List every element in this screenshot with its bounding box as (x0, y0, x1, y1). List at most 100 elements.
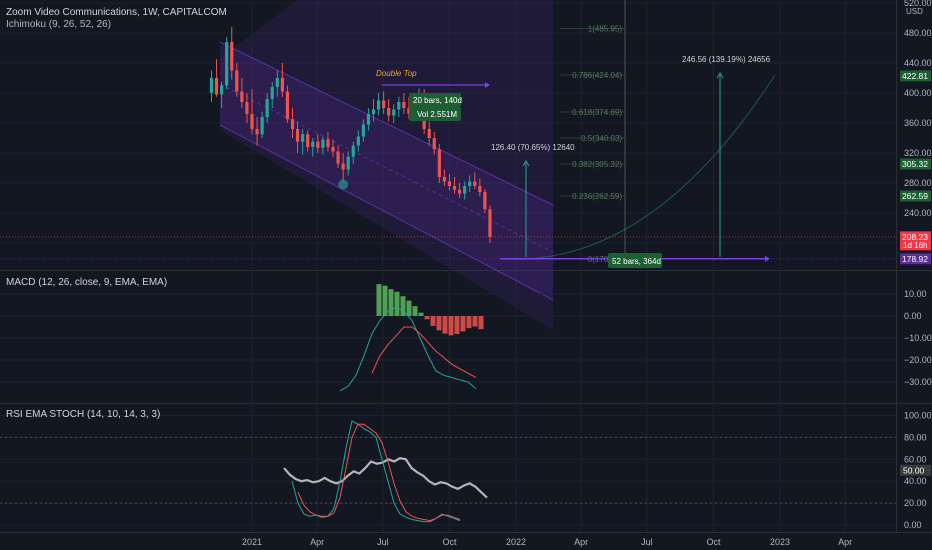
candle-body (478, 186, 482, 192)
candle-body (260, 117, 264, 135)
channel-mid-line (219, 83, 554, 253)
time-tick-label: Apr (574, 537, 588, 547)
price-badge (900, 70, 931, 82)
time-tick-label: 2023 (770, 537, 790, 547)
macd-histogram-bar (460, 316, 466, 332)
candle-body (447, 181, 452, 186)
candle-body (351, 145, 355, 157)
price-badge-label: 305.32 (902, 159, 928, 169)
candle-body (356, 136, 360, 146)
candle-body (225, 42, 229, 86)
fib-level-label: 0.382(305.32) (572, 160, 622, 169)
macd-series-line (339, 306, 477, 392)
candle-body (220, 85, 224, 95)
measure-label-2: 246.56 (139.19%) 24656 (682, 55, 771, 64)
time-tick-label: Oct (442, 537, 457, 547)
channel-lower-line (219, 124, 554, 301)
candle-body (331, 147, 335, 152)
macd-histogram-bar (400, 296, 406, 316)
rsi-tick-label: 0.00 (904, 520, 922, 530)
candle-body (295, 129, 300, 142)
rsi-series-line (297, 423, 461, 522)
price-tick-label: 480.00 (904, 28, 932, 38)
price-tick-label: 440.00 (904, 58, 932, 68)
macd-histogram-bar (430, 316, 436, 326)
bars-badge-1 (409, 93, 461, 107)
macd-histogram-bar (382, 285, 388, 316)
macd-tick-label: −20.00 (904, 355, 932, 365)
macd-histogram-bar (418, 312, 424, 316)
candle-body (280, 78, 284, 92)
price-badge-label: 262.59 (902, 191, 928, 201)
macd-histogram-bar (412, 306, 418, 316)
measure-label-1: 126.40 (70.65%) 12640 (491, 143, 575, 152)
price-tick-label: 240.00 (904, 208, 932, 218)
candle-body (235, 70, 239, 92)
bars-label-2: 52 bars, 364d (612, 257, 661, 266)
candle-body (427, 129, 431, 138)
macd-histogram-bar (448, 316, 454, 336)
channel-upper-line (219, 41, 554, 206)
candle-body (468, 181, 472, 186)
price-pane: Double Top0(178.92)0.236(262.59)0.382(30… (0, 0, 932, 330)
candle-body (397, 102, 401, 110)
bars-label-1: 20 bars, 140d (413, 96, 462, 105)
candle-body (452, 186, 457, 190)
rsi-series-line (291, 420, 461, 523)
fib-level-label: 0.786(424.04) (572, 71, 622, 80)
macd-histogram-bar (406, 300, 412, 316)
macd-tick-label: −30.00 (904, 377, 932, 387)
candle-body (463, 186, 467, 194)
candle-body (230, 42, 234, 71)
candle-body (366, 114, 371, 125)
arrow-head (765, 255, 770, 262)
price-badge (900, 158, 931, 170)
candle-body (382, 100, 386, 108)
candle-body (346, 156, 350, 170)
candle-body (361, 124, 365, 137)
rsi-value-label: 50.00 (903, 465, 925, 475)
rsi-series-line (283, 457, 488, 499)
macd-pane-label[interactable]: MACD (12, 26, close, 9, EMA, EMA) (6, 277, 168, 288)
macd-histogram-bar (424, 316, 430, 320)
price-badge (900, 231, 931, 251)
candle-body (270, 87, 274, 99)
arrow-head (485, 82, 490, 88)
price-tick-label: 400.00 (904, 88, 932, 98)
candle-body (240, 91, 244, 102)
candle-body (265, 99, 269, 117)
macd-pane: 10.00 0.00 −10.00 −20.00 −30.00 (0, 284, 932, 392)
rsi-tick-label: 40.00 (904, 476, 927, 486)
macd-histogram-bar (376, 284, 382, 316)
candle-body (483, 192, 487, 210)
candle-body (432, 138, 436, 150)
descending-channel (220, 42, 553, 300)
ichimoku-indicator-label[interactable]: Ichimoku (9, 26, 52, 26) (6, 19, 112, 30)
projection-arc (499, 74, 776, 260)
macd-histogram-bar (466, 316, 472, 329)
candle-body (301, 134, 305, 142)
bars-badge-2 (608, 253, 662, 268)
time-tick-label: Apr (310, 537, 324, 547)
candle-body (407, 108, 411, 114)
rsi-stoch-pane-label[interactable]: RSI EMA STOCH (14, 10, 14, 3, 3) (6, 409, 161, 420)
time-tick-label: Jul (377, 537, 389, 547)
candle-body (488, 209, 492, 237)
candle-body (376, 100, 381, 110)
candle-body (255, 129, 259, 135)
candle-body (371, 109, 376, 114)
price-tick-label: 360.00 (904, 118, 932, 128)
currency-label: USD (906, 7, 923, 16)
candle-body (316, 141, 320, 148)
macd-histogram-bar (388, 289, 394, 316)
candle-body (457, 189, 462, 194)
fib-level-label: 0.618(374.69) (572, 108, 622, 117)
price-badge (900, 190, 931, 202)
rsi-tick-label: 60.00 (904, 454, 927, 464)
rsi-tick-label: 20.00 (904, 498, 927, 508)
macd-histogram-bar (442, 316, 448, 334)
candle-body (285, 91, 290, 120)
candle-body (311, 141, 315, 147)
